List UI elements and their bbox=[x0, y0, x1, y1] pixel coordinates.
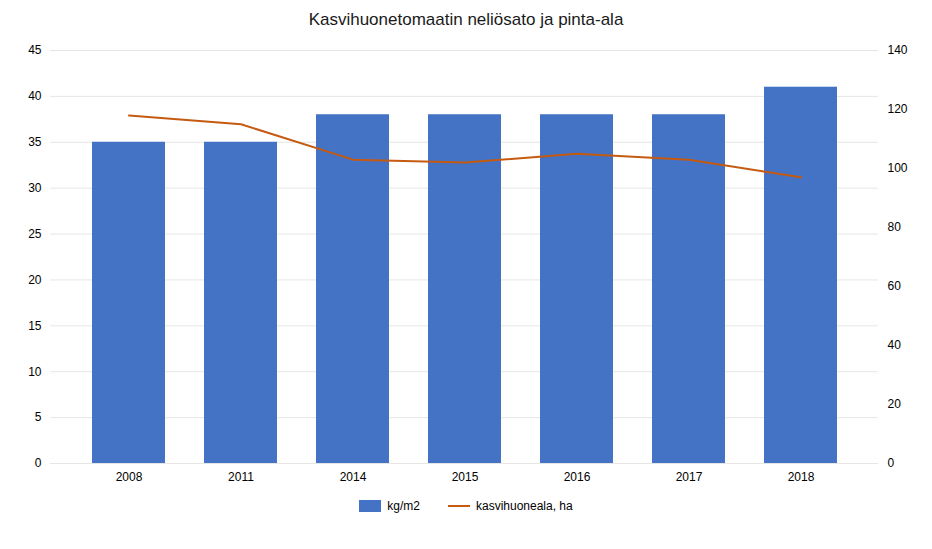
svg-text:2018: 2018 bbox=[788, 470, 815, 484]
svg-text:5: 5 bbox=[35, 410, 42, 424]
svg-text:2016: 2016 bbox=[564, 470, 591, 484]
svg-text:120: 120 bbox=[888, 102, 908, 116]
svg-text:20: 20 bbox=[28, 273, 42, 287]
svg-text:30: 30 bbox=[28, 181, 42, 195]
svg-text:15: 15 bbox=[28, 319, 42, 333]
svg-text:2011: 2011 bbox=[228, 470, 254, 484]
html-text:Kasvihuonetomaatin neliösato j: Kasvihuonetomaatin neliösato ja pinta-al… bbox=[308, 10, 624, 29]
html-text:kg/m2: kg/m2 bbox=[387, 499, 420, 513]
html-text:kasvihuoneala, ha: kasvihuoneala, ha bbox=[476, 499, 573, 513]
svg-text:45: 45 bbox=[28, 43, 42, 57]
svg-text:2015: 2015 bbox=[452, 470, 479, 484]
svg-text:140: 140 bbox=[888, 43, 908, 57]
svg-text:80: 80 bbox=[888, 220, 902, 234]
svg-text:10: 10 bbox=[28, 365, 42, 379]
svg-text:40: 40 bbox=[888, 338, 902, 352]
svg-text:100: 100 bbox=[888, 161, 908, 175]
svg-text:25: 25 bbox=[28, 227, 42, 241]
svg-text:40: 40 bbox=[28, 89, 42, 103]
svg-text:2008: 2008 bbox=[116, 470, 143, 484]
svg-text:20: 20 bbox=[888, 397, 902, 411]
svg-text:0: 0 bbox=[888, 456, 895, 470]
svg-text:60: 60 bbox=[888, 279, 902, 293]
svg-text:2017: 2017 bbox=[676, 470, 703, 484]
svg-text:0: 0 bbox=[35, 456, 42, 470]
svg-text:2014: 2014 bbox=[340, 470, 367, 484]
svg-text:35: 35 bbox=[28, 135, 42, 149]
